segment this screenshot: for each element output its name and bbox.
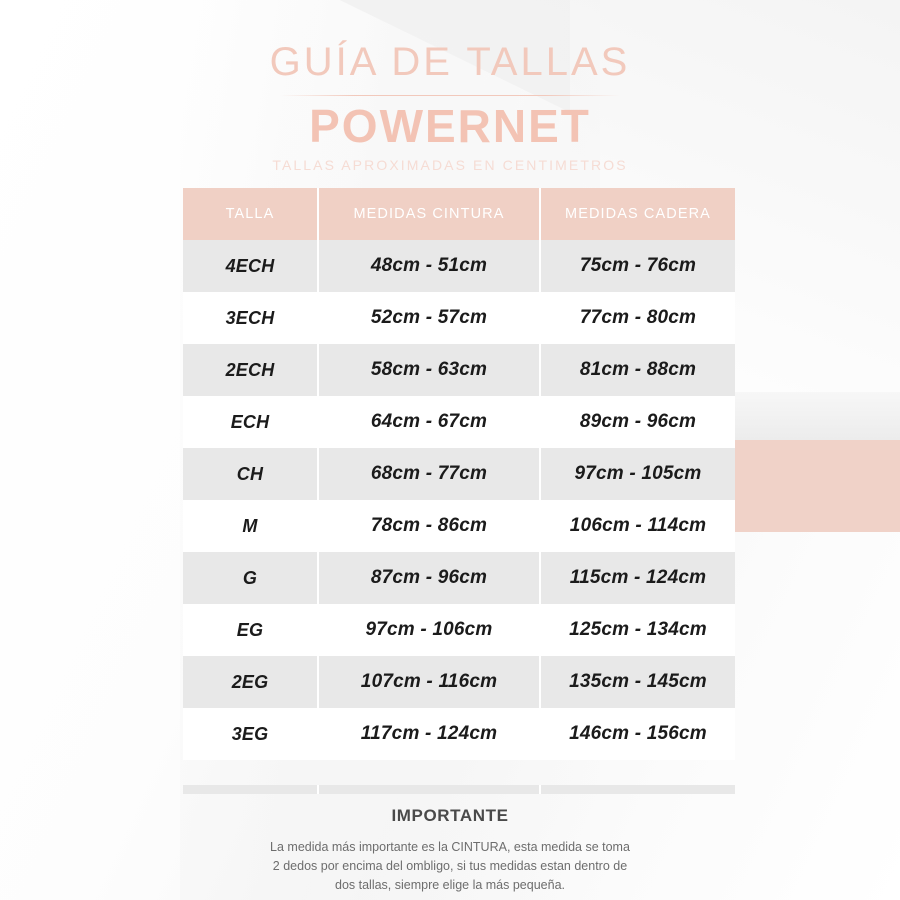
table-row: ECH 64cm - 67cm 89cm - 96cm <box>183 396 735 448</box>
brand-title: POWERNET <box>309 100 591 152</box>
cell-waist: 117cm - 124cm <box>318 708 541 760</box>
footer-body: La medida más importante es la CINTURA, … <box>0 838 900 895</box>
footer-note: IMPORTANTE La medida más importante es l… <box>0 806 900 895</box>
cell-waist: 107cm - 116cm <box>318 656 541 708</box>
cell-size: CH <box>183 448 319 500</box>
footer-line-1: La medida más importante es la CINTURA, … <box>270 840 630 854</box>
table-row: G 87cm - 96cm 115cm - 124cm <box>183 552 735 604</box>
cell-waist: 87cm - 96cm <box>318 552 541 604</box>
table-trailing-strip <box>183 785 735 794</box>
cell-size: M <box>183 500 319 552</box>
cell-hip: 115cm - 124cm <box>540 552 735 604</box>
table-row: 3EG 117cm - 124cm 146cm - 156cm <box>183 708 735 760</box>
cell-size: 2ECH <box>183 344 319 396</box>
table-row: 2EG 107cm - 116cm 135cm - 145cm <box>183 656 735 708</box>
cell-waist: 64cm - 67cm <box>318 396 541 448</box>
size-table-container: TALLA MEDIDAS CINTURA MEDIDAS CADERA 4EC… <box>183 188 735 760</box>
footer-title: IMPORTANTE <box>391 806 509 825</box>
table-row: M 78cm - 86cm 106cm - 114cm <box>183 500 735 552</box>
cell-waist: 78cm - 86cm <box>318 500 541 552</box>
cell-hip: 77cm - 80cm <box>540 292 735 344</box>
cell-waist: 58cm - 63cm <box>318 344 541 396</box>
column-header-talla: TALLA <box>183 188 319 240</box>
cell-hip: 106cm - 114cm <box>540 500 735 552</box>
cell-size: G <box>183 552 319 604</box>
cell-size: ECH <box>183 396 319 448</box>
table-row: CH 68cm - 77cm 97cm - 105cm <box>183 448 735 500</box>
background-pink-block <box>733 440 900 532</box>
cell-hip: 135cm - 145cm <box>540 656 735 708</box>
cell-waist: 97cm - 106cm <box>318 604 541 656</box>
size-table-head: TALLA MEDIDAS CINTURA MEDIDAS CADERA <box>183 188 735 240</box>
cell-hip: 81cm - 88cm <box>540 344 735 396</box>
cell-size: 2EG <box>183 656 319 708</box>
page-subtitle: TALLAS APROXIMADAS EN CENTIMETROS <box>272 157 628 174</box>
page-title: GUÍA DE TALLAS <box>269 40 631 84</box>
table-header-row: TALLA MEDIDAS CINTURA MEDIDAS CADERA <box>183 188 735 240</box>
cell-size: EG <box>183 604 319 656</box>
page-header: GUÍA DE TALLAS POWERNET TALLAS APROXIMAD… <box>0 40 900 173</box>
size-table: TALLA MEDIDAS CINTURA MEDIDAS CADERA 4EC… <box>183 188 735 760</box>
table-row: EG 97cm - 106cm 125cm - 134cm <box>183 604 735 656</box>
trailing-strip-hip <box>541 785 735 794</box>
cell-hip: 75cm - 76cm <box>540 240 735 292</box>
footer-line-2: 2 dedos por encima del ombligo, si tus m… <box>272 859 628 873</box>
title-divider <box>280 95 620 96</box>
cell-hip: 89cm - 96cm <box>540 396 735 448</box>
column-header-medidas-cadera: MEDIDAS CADERA <box>540 188 735 240</box>
cell-waist: 52cm - 57cm <box>318 292 541 344</box>
footer-line-3: dos tallas, siempre elige la más pequeña… <box>335 878 565 892</box>
trailing-strip-waist <box>319 785 542 794</box>
cell-hip: 97cm - 105cm <box>540 448 735 500</box>
column-header-medidas-cintura: MEDIDAS CINTURA <box>318 188 541 240</box>
background-gray-strip-right <box>735 392 900 440</box>
cell-waist: 68cm - 77cm <box>318 448 541 500</box>
table-row: 4ECH 48cm - 51cm 75cm - 76cm <box>183 240 735 292</box>
cell-hip: 146cm - 156cm <box>540 708 735 760</box>
cell-size: 3ECH <box>183 292 319 344</box>
cell-size: 4ECH <box>183 240 319 292</box>
cell-waist: 48cm - 51cm <box>318 240 541 292</box>
size-table-body: 4ECH 48cm - 51cm 75cm - 76cm 3ECH 52cm -… <box>183 240 735 760</box>
cell-size: 3EG <box>183 708 319 760</box>
trailing-strip-size <box>183 785 320 794</box>
table-row: 2ECH 58cm - 63cm 81cm - 88cm <box>183 344 735 396</box>
cell-hip: 125cm - 134cm <box>540 604 735 656</box>
table-row: 3ECH 52cm - 57cm 77cm - 80cm <box>183 292 735 344</box>
